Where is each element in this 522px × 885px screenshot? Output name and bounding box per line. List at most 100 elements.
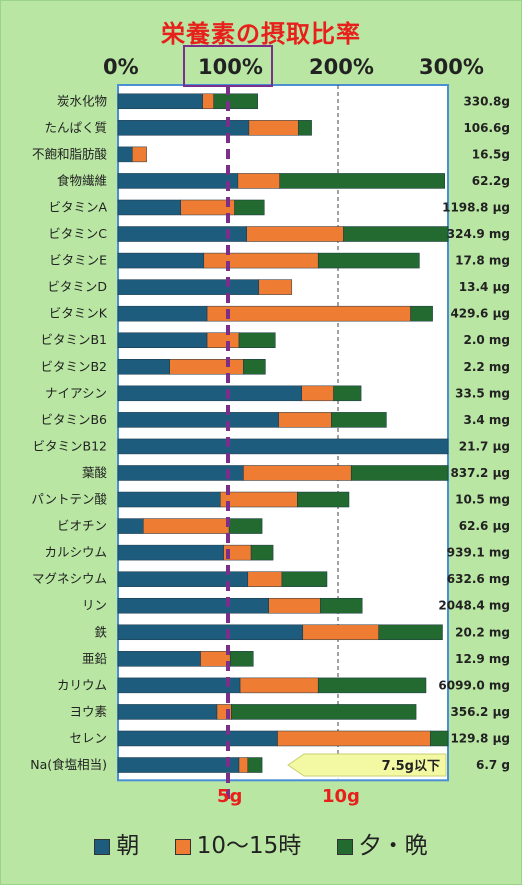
row-label-5: ビタミンC xyxy=(48,226,107,241)
value-label-7: 13.4 μg xyxy=(459,280,510,294)
salt-tick-10g: 10g xyxy=(322,786,360,807)
row-label-20: 鉄 xyxy=(94,624,107,639)
value-label-18: 632.6 mg xyxy=(447,572,510,586)
row-label-13: ビタミンB12 xyxy=(33,438,107,453)
bar-23-series-0 xyxy=(117,704,218,720)
bar-9-series-0 xyxy=(117,332,208,348)
bar-23-series-2 xyxy=(231,704,417,720)
row-label-23: ヨウ素 xyxy=(69,704,107,719)
bar-24-series-2 xyxy=(430,730,449,747)
bar-2-series-1 xyxy=(132,146,147,163)
bar-15-series-2 xyxy=(297,491,350,508)
row-label-14: 葉酸 xyxy=(82,465,108,480)
bar-8-series-0 xyxy=(117,305,208,322)
bar-11-series-1 xyxy=(301,385,334,402)
bar-6-series-0 xyxy=(117,252,205,269)
bar-0-series-0 xyxy=(117,93,203,110)
bar-19-series-0 xyxy=(117,597,269,614)
bar-3-series-0 xyxy=(117,173,239,189)
legend-item-evening: 夕・晩 xyxy=(336,826,428,860)
value-label-13: 21.7 μg xyxy=(459,439,510,453)
bar-10-series-1 xyxy=(169,359,244,375)
bar-0-series-2 xyxy=(213,93,258,110)
bar-19-series-2 xyxy=(320,597,363,614)
bar-19-series-1 xyxy=(268,597,321,614)
value-label-11: 33.5 mg xyxy=(455,386,510,400)
value-label-25: 6.7 g xyxy=(476,758,510,772)
value-label-10: 2.2 mg xyxy=(463,360,510,374)
bar-4-series-0 xyxy=(117,199,181,216)
value-label-6: 17.8 mg xyxy=(455,254,510,268)
bar-6-series-2 xyxy=(317,252,420,269)
bar-2-series-0 xyxy=(117,146,133,163)
bar-9-series-2 xyxy=(238,332,276,348)
value-label-24: 129.8 μg xyxy=(450,731,510,745)
row-label-2: 不飽和脂肪酸 xyxy=(32,146,108,161)
bar-4-series-2 xyxy=(234,199,265,216)
value-label-21: 12.9 mg xyxy=(455,652,510,666)
row-label-18: マグネシウム xyxy=(32,571,107,586)
value-label-9: 2.0 mg xyxy=(463,333,510,347)
row-label-22: カリウム xyxy=(57,677,107,692)
salt-tick-5g: 5g xyxy=(217,786,243,807)
value-label-1: 106.6g xyxy=(463,121,510,135)
legend-label-midday: 10〜15時 xyxy=(196,833,302,859)
plot-area xyxy=(117,84,449,782)
bar-24-series-0 xyxy=(117,730,278,747)
bar-20-series-1 xyxy=(302,624,379,641)
value-label-4: 1198.8 μg xyxy=(442,200,510,214)
bar-14-series-1 xyxy=(243,465,352,481)
row-label-24: セレン xyxy=(69,730,107,745)
bar-15-series-0 xyxy=(117,491,221,508)
bar-17-series-2 xyxy=(250,544,274,561)
bar-18-series-2 xyxy=(281,571,328,587)
value-label-15: 10.5 mg xyxy=(455,493,510,507)
value-label-2: 16.5g xyxy=(472,147,510,161)
highlight-100-box xyxy=(183,45,273,87)
bar-15-series-1 xyxy=(220,491,298,508)
value-label-0: 330.8g xyxy=(463,94,510,108)
salt-target-label: 7.5g以下 xyxy=(382,759,440,774)
bar-12-series-2 xyxy=(331,412,387,428)
value-label-12: 3.4 mg xyxy=(463,413,510,427)
row-label-4: ビタミンA xyxy=(48,199,107,214)
row-label-15: パントテン酸 xyxy=(31,492,107,507)
value-label-23: 356.2 μg xyxy=(450,705,510,719)
value-label-19: 2048.4 mg xyxy=(438,599,510,613)
bar-8-series-2 xyxy=(410,305,433,322)
row-label-8: ビタミンK xyxy=(49,306,108,321)
bar-22-series-2 xyxy=(317,677,427,694)
bar-16-series-2 xyxy=(228,518,263,534)
bar-5-series-2 xyxy=(343,226,449,242)
percent-tick-300: 300% xyxy=(419,55,484,79)
bar-25-series-1 xyxy=(238,757,249,773)
row-label-0: 炭水化物 xyxy=(57,93,107,108)
row-label-12: ビタミンB6 xyxy=(40,412,107,427)
bar-8-series-1 xyxy=(206,305,411,322)
bar-12-series-1 xyxy=(278,412,332,428)
bar-13-series-0 xyxy=(117,438,449,455)
legend-swatch-evening xyxy=(336,838,353,855)
bar-1-series-2 xyxy=(298,120,312,136)
bar-10-series-2 xyxy=(243,359,266,375)
row-label-1: たんぱく質 xyxy=(44,120,107,135)
row-label-17: カルシウム xyxy=(44,545,107,560)
bar-3-series-1 xyxy=(237,173,280,189)
legend-swatch-morning xyxy=(94,838,111,855)
bar-20-series-0 xyxy=(117,624,304,641)
bar-22-series-0 xyxy=(117,677,241,694)
bar-3-series-2 xyxy=(279,173,445,189)
bar-0-series-1 xyxy=(202,93,214,110)
salt-target-callout xyxy=(287,753,447,777)
value-label-14: 837.2 μg xyxy=(450,466,510,480)
bar-17-series-0 xyxy=(117,544,224,561)
row-label-21: 亜鉛 xyxy=(82,651,108,666)
bar-21-series-2 xyxy=(229,651,254,667)
row-label-3: 食物繊維 xyxy=(57,173,107,188)
percent-tick-0: 0% xyxy=(103,55,139,79)
value-label-22: 6099.0 mg xyxy=(438,678,510,692)
bar-12-series-0 xyxy=(117,412,279,428)
bar-18-series-1 xyxy=(247,571,283,587)
value-label-8: 429.6 μg xyxy=(450,307,510,321)
